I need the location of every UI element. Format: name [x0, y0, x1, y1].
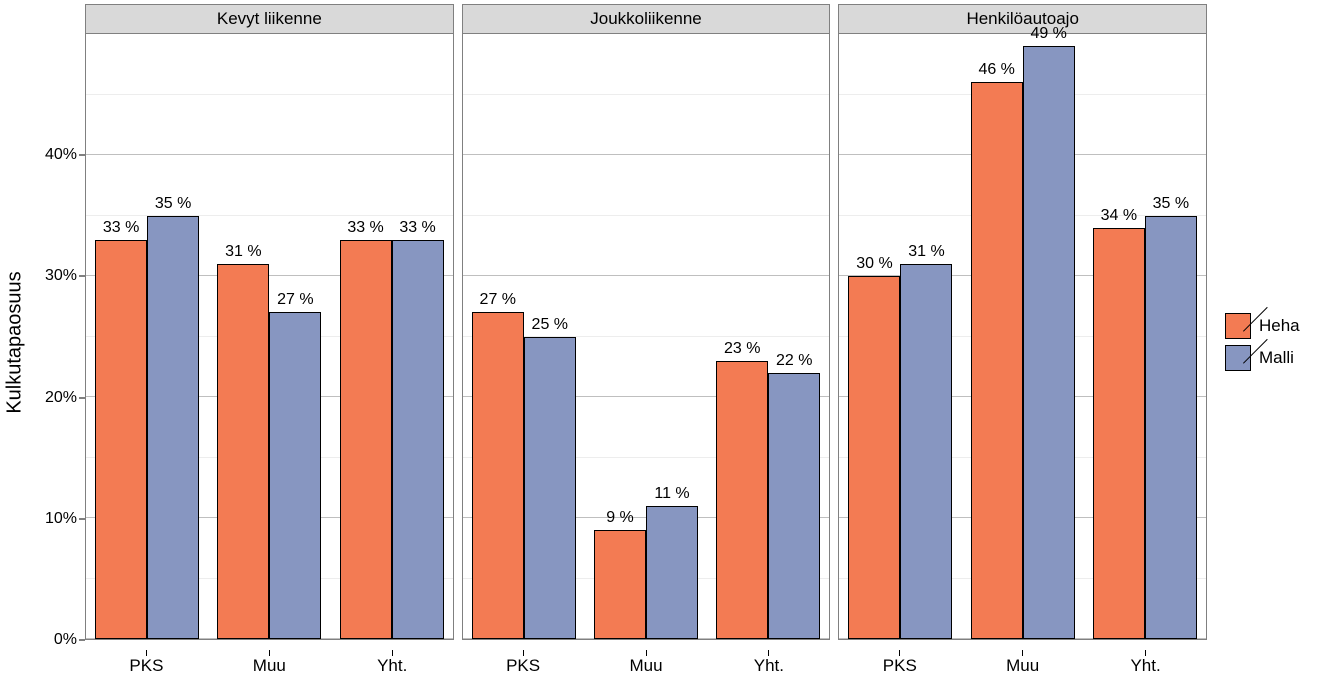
legend-item: Malli	[1225, 345, 1321, 371]
panel-body: 30 %31 %46 %49 %34 %35 %	[838, 34, 1207, 640]
bar: 34 %	[1093, 228, 1145, 639]
panel: Henkilöautoajo30 %31 %46 %49 %34 %35 %PK…	[838, 4, 1207, 680]
bar-group: 30 %31 %	[839, 34, 961, 639]
x-tick-label: Muu	[208, 640, 331, 680]
bar-group: 34 %35 %	[1084, 34, 1206, 639]
bar-group: 27 %25 %	[463, 34, 585, 639]
bar: 9 %	[594, 530, 646, 639]
x-axis: PKSMuuYht.	[462, 640, 831, 680]
panel-body: 33 %35 %31 %27 %33 %33 %	[85, 34, 454, 640]
legend: Heha Malli	[1211, 313, 1321, 371]
legend-swatch	[1225, 313, 1251, 339]
y-tick-label: 10%	[45, 510, 77, 528]
panel-body: 27 %25 %9 %11 %23 %22 %	[462, 34, 831, 640]
bar: 27 %	[472, 312, 524, 639]
bar-value-label: 31 %	[225, 243, 261, 261]
legend-label: Heha	[1259, 316, 1300, 336]
panel-title: Kevyt liikenne	[85, 4, 454, 34]
bar: 33 %	[95, 240, 147, 639]
x-axis: PKSMuuYht.	[85, 640, 454, 680]
y-axis-label: Kulkutapaosuus	[4, 271, 27, 413]
panels: Kevyt liikenne33 %35 %31 %27 %33 %33 %PK…	[85, 0, 1211, 684]
bar-value-label: 33 %	[399, 219, 435, 237]
panel-title: Joukkoliikenne	[462, 4, 831, 34]
bar: 31 %	[217, 264, 269, 639]
bar-value-label: 34 %	[1101, 207, 1137, 225]
bar-value-label: 25 %	[532, 316, 568, 334]
bar-value-label: 9 %	[606, 509, 634, 527]
y-axis-label-col: Kulkutapaosuus	[0, 331, 30, 354]
bar: 35 %	[147, 216, 199, 640]
bar: 33 %	[340, 240, 392, 639]
bar-group: 33 %33 %	[330, 34, 452, 639]
bar-value-label: 11 %	[654, 485, 689, 503]
x-tick-label: Yht.	[331, 640, 454, 680]
bar: 27 %	[269, 312, 321, 639]
bar-group: 31 %27 %	[208, 34, 330, 639]
panel: Kevyt liikenne33 %35 %31 %27 %33 %33 %PK…	[85, 4, 454, 680]
bar-group: 9 %11 %	[585, 34, 707, 639]
bar-value-label: 31 %	[908, 243, 944, 261]
bar-group: 33 %35 %	[86, 34, 208, 639]
chart-container: Kulkutapaosuus 0% 10% 20% 30% 40% Kevyt liik…	[0, 0, 1321, 684]
y-tick-label: 20%	[45, 389, 77, 407]
legend-label: Malli	[1259, 348, 1294, 368]
bar-value-label: 33 %	[347, 219, 383, 237]
bar: 49 %	[1023, 46, 1075, 639]
bar-value-label: 22 %	[776, 352, 812, 370]
y-tick-label: 0%	[54, 631, 77, 649]
bar: 23 %	[716, 361, 768, 639]
legend-swatch	[1225, 345, 1251, 371]
bar-value-label: 46 %	[978, 61, 1014, 79]
bar: 30 %	[848, 276, 900, 639]
bar: 35 %	[1145, 216, 1197, 640]
x-tick-label: Muu	[585, 640, 708, 680]
legend-item: Heha	[1225, 313, 1321, 339]
x-tick-label: PKS	[85, 640, 208, 680]
y-axis-ticks: 0% 10% 20% 30% 40%	[30, 0, 85, 684]
bar-group: 23 %22 %	[707, 34, 829, 639]
x-tick-label: Yht.	[707, 640, 830, 680]
bar-value-label: 27 %	[277, 291, 313, 309]
bar-value-label: 35 %	[155, 195, 191, 213]
bar-value-label: 49 %	[1030, 25, 1066, 43]
bars-area: 30 %31 %46 %49 %34 %35 %	[839, 34, 1206, 639]
bar-value-label: 27 %	[480, 291, 516, 309]
x-axis: PKSMuuYht.	[838, 640, 1207, 680]
bar-value-label: 23 %	[724, 340, 760, 358]
bar: 31 %	[900, 264, 952, 639]
bar: 22 %	[768, 373, 820, 639]
y-tick-label: 30%	[45, 267, 77, 285]
bar-value-label: 30 %	[856, 255, 892, 273]
bar-value-label: 35 %	[1153, 195, 1189, 213]
x-tick-label: Muu	[961, 640, 1084, 680]
bar: 11 %	[646, 506, 698, 639]
x-tick-label: Yht.	[1084, 640, 1207, 680]
bars-area: 27 %25 %9 %11 %23 %22 %	[463, 34, 830, 639]
panel-title: Henkilöautoajo	[838, 4, 1207, 34]
bar: 33 %	[392, 240, 444, 639]
x-tick-label: PKS	[838, 640, 961, 680]
y-tick-label: 40%	[45, 146, 77, 164]
bars-area: 33 %35 %31 %27 %33 %33 %	[86, 34, 453, 639]
bar-group: 46 %49 %	[962, 34, 1084, 639]
bar: 25 %	[524, 337, 576, 640]
bar-value-label: 33 %	[103, 219, 139, 237]
bar: 46 %	[971, 82, 1023, 639]
panel: Joukkoliikenne27 %25 %9 %11 %23 %22 %PKS…	[462, 4, 831, 680]
x-tick-label: PKS	[462, 640, 585, 680]
